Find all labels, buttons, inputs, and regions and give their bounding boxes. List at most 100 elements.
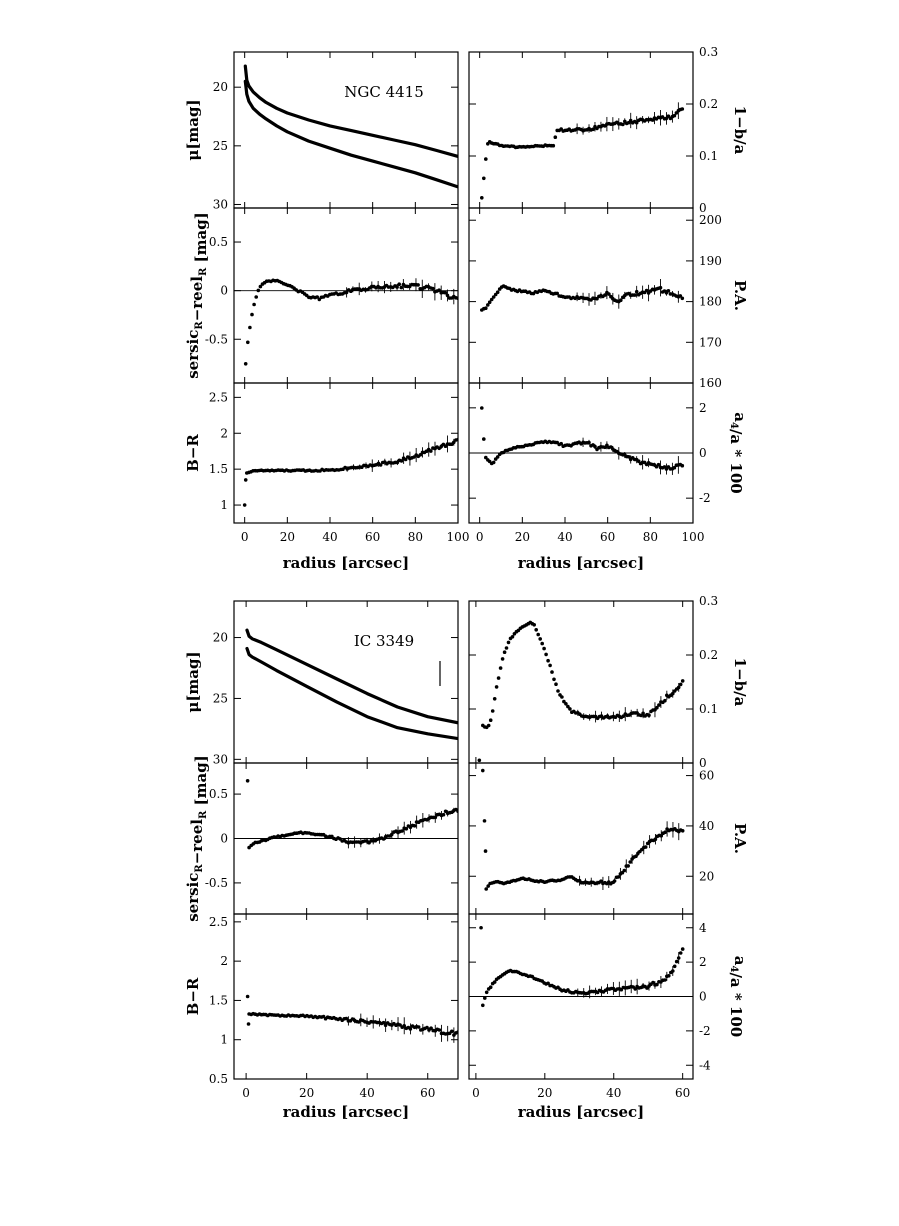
fig2-right-pa-frame	[468, 762, 694, 915]
fig2-right-ellipticity-point	[552, 677, 556, 682]
fig2-right-ellipticity-point	[504, 646, 509, 650]
fig2-right-a4-ytick-label: 2	[699, 955, 707, 969]
fig2-right-pa-ylabel: P.A.	[731, 823, 749, 854]
fig1-right-a4-point	[587, 440, 591, 445]
fig1-right-a4-point	[680, 463, 685, 468]
fig1-galaxy-label: NGC 4415	[344, 83, 424, 101]
fig2-right-ellipticity-point	[532, 623, 536, 627]
fig2-right-a4-ytick-label: 0	[699, 990, 707, 1004]
fig1-right-pa-point	[603, 293, 607, 297]
fig1-left-residual-point	[256, 288, 261, 293]
fig2-left-color-xtick-label: 60	[420, 1086, 435, 1100]
fig2-right-pa-point	[663, 830, 667, 834]
fig2-right-ellipticity-point	[554, 682, 558, 686]
fig2-right-a4-point	[674, 959, 679, 964]
fig2-left-residual-point	[433, 815, 438, 820]
fig2-right-ellipticity-point	[641, 711, 645, 716]
fig1-left-color-xtick-label: 0	[241, 530, 249, 544]
fig1-left-color-ylabel: B−R	[184, 434, 202, 472]
fig1-right-pa-ytick-label: 180	[699, 295, 722, 309]
fig1-left-sb-panel: 20 25 30 NGC 4415	[213, 51, 459, 211]
fig1-right-ellipticity-point	[591, 127, 595, 132]
fig1-right-pa-point	[607, 292, 611, 296]
fig1-right-a4-xtick-label: 0	[476, 530, 484, 544]
fig1-right-a4-ytick-label: -2	[699, 491, 711, 505]
fig1-left-color-panel: 1 1.5 2 2.5 0 20 40 60 80 100	[209, 382, 469, 544]
fig2-right-a4-xtick-label: 40	[606, 1086, 621, 1100]
fig1-left-color-ytick-label: 2.5	[209, 390, 228, 404]
fig1-right-a4-point	[656, 462, 661, 467]
fig2-right-a4-point	[663, 978, 667, 982]
fig1-right-pa-ytick-label: 200	[699, 213, 722, 227]
fig2-right-ellipticity-point	[490, 709, 495, 713]
fig1-right-a4-point	[672, 465, 677, 470]
fig2-left-residual-point	[400, 829, 405, 833]
fig1-right-ellipticity-ytick-label: 0.1	[699, 149, 718, 163]
fig1-left-residual-data	[243, 278, 458, 366]
fig2-left-residual-point	[245, 778, 250, 783]
fig2-right-ellipticity-point	[500, 657, 505, 661]
fig2-left-color-data	[245, 994, 458, 1043]
fig2-right-pa-point	[483, 849, 488, 853]
fig2-right-pa-point	[622, 868, 627, 873]
fig1-right-pa-point	[491, 295, 496, 299]
fig2-right-ellipticity-point	[510, 635, 515, 639]
fig1-right-pa-panel: 160 170 180 190 200 P.A.	[468, 207, 749, 390]
fig2-left-color-point	[344, 1016, 349, 1021]
fig2-left-residual-point	[456, 809, 458, 813]
fig2-galaxy-label: IC 3349	[354, 632, 414, 650]
fig2-left-color-xtick-label: 0	[242, 1086, 250, 1100]
fig1-left-color-point	[243, 478, 248, 482]
fig2-left-color-point	[245, 994, 250, 999]
fig2-right-ellipticity-ylabel: 1−b/a	[731, 658, 749, 707]
fig2-right-pa-point	[480, 768, 485, 773]
fig2-right-a4-ytick-label: -2	[699, 1024, 711, 1038]
fig2-left-residual-panel: -0.5 0 0.5	[205, 762, 459, 915]
fig1-right-a4-data	[480, 406, 685, 475]
fig1-right-ellipticity-point	[672, 113, 677, 118]
fig1-left-color-frame	[233, 382, 459, 524]
fig1-right-a4-xtick-label: 20	[515, 530, 530, 544]
fig1-left-residual-point	[254, 295, 258, 299]
fig2-left-color-point	[456, 1030, 458, 1034]
fig1-left-color-point	[452, 440, 456, 445]
fig1-right-pa-point	[489, 297, 494, 302]
fig1-left-color-point	[399, 459, 404, 463]
fig1-right-pa-point	[632, 293, 637, 297]
fig2-right-ellipticity-point	[550, 670, 554, 674]
fig1-left-residual-point	[243, 362, 248, 366]
fig1-right-ellipticity-ytick-label: 0.2	[699, 97, 718, 111]
fig2-right-a4-point	[678, 951, 683, 955]
fig1-left-residual-point	[431, 286, 435, 291]
fig1-left-residual-point	[416, 283, 420, 287]
fig2-left-sb-ytick-label: 20	[213, 631, 228, 645]
fig2-left-color-ytick-label: 1.5	[209, 993, 228, 1007]
fig2-right-pa-point	[626, 864, 630, 868]
fig2-left-color-panel: 0.5 1 1.5 2 2.5 0 20 40 60	[209, 913, 459, 1100]
fig1-left-color-xtick-label: 80	[408, 530, 423, 544]
fig2-right-ellipticity-point	[655, 705, 659, 710]
fig2-right-ellipticity-point	[536, 632, 540, 637]
fig2-right-pa-point	[643, 845, 648, 849]
fig1-right-a4-xtick-label: 80	[643, 530, 658, 544]
fig1-right-ellipticity-panel: 0 0.1 0.2 0.3 1−b/a	[468, 45, 749, 215]
fig2-right-a4-ytick-label: -4	[699, 1058, 711, 1072]
fig1-left-color-point	[418, 453, 423, 457]
fig1-right-ellipticity-point	[553, 135, 558, 139]
fig2-left-sb-series-1	[245, 628, 458, 725]
fig2-right-pa-point	[659, 834, 664, 838]
fig2-right-a4-point	[672, 964, 677, 969]
fig1-left-color-point	[378, 463, 383, 467]
fig1-left-sb-series-1	[243, 64, 458, 158]
fig1-right-a4-point	[480, 406, 484, 410]
fig1-left-residual-point	[258, 284, 263, 289]
fig2-right-pa-point	[634, 854, 638, 858]
fig1-right-a4-ylabel: a4/a * 100	[727, 412, 749, 494]
fig2-right-ellipticity-point	[498, 666, 503, 670]
fig2-right-ellipticity-point	[534, 628, 538, 632]
fig1-left-color-data	[242, 435, 458, 507]
fig1-right-pa-point	[486, 303, 490, 307]
fig2-right-pa-point	[486, 884, 491, 888]
fig2-right-ellipticity-point	[477, 758, 482, 763]
